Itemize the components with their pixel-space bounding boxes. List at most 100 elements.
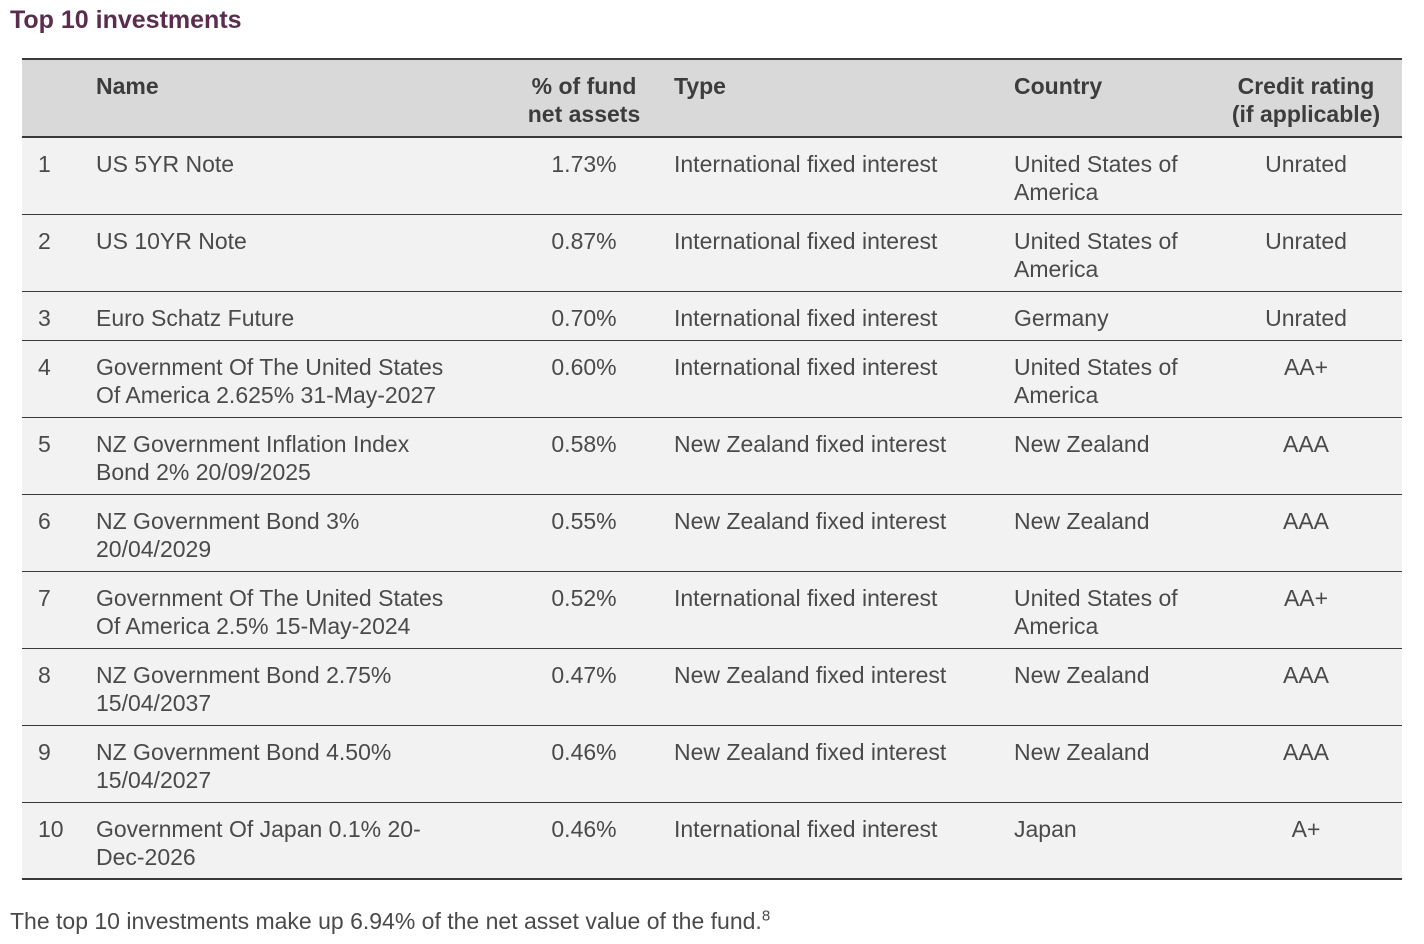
cell-country: Japan [1014, 802, 1210, 879]
cell-name-text: Of America 2.5% 15-May-2024 [96, 612, 411, 639]
cell-name-text: Euro Schatz Future [96, 304, 295, 331]
cell-type: New Zealand fixed interest [674, 494, 1014, 572]
cell-rank: 8 [22, 648, 96, 726]
cell-country-text: America [1014, 612, 1099, 639]
cell-rank-text: 7 [38, 584, 51, 611]
cell-type-text: New Zealand fixed interest [674, 430, 947, 457]
cell-rank-text: 6 [38, 507, 51, 534]
cell-rank-text: 9 [38, 738, 51, 765]
cell-name-text: 15/04/2037 [96, 689, 212, 716]
cell-country: United States of America [1014, 214, 1210, 292]
table-row: 3 Euro Schatz Future 0.70% International fi… [22, 291, 1402, 341]
header-rating-line2: (if applicable) [1231, 101, 1381, 127]
cell-type-text: New Zealand fixed interest [674, 738, 947, 765]
cell-percent-text: 0.58% [551, 430, 617, 457]
cell-type-text: International fixed interest [674, 151, 938, 177]
table-header: Name % of fund net assets Type Country C… [22, 59, 1402, 138]
cell-rating: AA+ [1210, 571, 1402, 649]
cell-type: New Zealand fixed interest [674, 648, 1014, 726]
cell-name-text: Government Of The United States [96, 584, 444, 611]
cell-rating: Unrated [1210, 214, 1402, 292]
cell-type: International fixed interest [674, 802, 1014, 879]
cell-rank-text: 1 [38, 151, 51, 177]
cell-rank: 4 [22, 340, 96, 418]
cell-type-text: International fixed interest [674, 815, 938, 842]
cell-percent-text: 0.60% [551, 353, 617, 380]
cell-country-text: United States of [1014, 151, 1178, 177]
header-rank [22, 59, 96, 138]
cell-percent-text: 1.73% [551, 151, 617, 177]
table-row: 7 Government Of The United States Of Ameri… [22, 571, 1402, 649]
cell-name-text: Government Of The United States [96, 353, 444, 380]
cell-rating-text: Unrated [1265, 227, 1347, 254]
cell-rating: AAA [1210, 417, 1402, 495]
cell-type-text: International fixed interest [674, 227, 938, 254]
cell-rank-text: 3 [38, 304, 51, 331]
cell-name: Euro Schatz Future [96, 291, 494, 341]
cell-type: International fixed interest [674, 340, 1014, 418]
cell-name-text: US 10YR Note [96, 227, 247, 254]
cell-name-text: NZ Government Inflation Index [96, 430, 410, 457]
cell-country-text: New Zealand [1014, 661, 1150, 688]
cell-type: International fixed interest [674, 291, 1014, 341]
footnote: The top 10 investments make up 6.94% of … [10, 908, 770, 935]
cell-country: New Zealand [1014, 725, 1210, 803]
cell-name: Government Of Japan 0.1% 20- Dec-2026 [96, 802, 494, 879]
cell-country-text: New Zealand [1014, 430, 1150, 457]
cell-percent-text: 0.46% [551, 738, 617, 765]
footnote-reference: 8 [761, 907, 771, 925]
cell-rating: Unrated [1210, 137, 1402, 215]
cell-percent: 0.58% [494, 417, 674, 495]
cell-type: International fixed interest [674, 571, 1014, 649]
header-percent-net-assets: % of fund net assets [494, 59, 674, 138]
cell-percent: 0.46% [494, 725, 674, 803]
cell-type-text: New Zealand fixed interest [674, 661, 947, 688]
cell-name-text: 20/04/2029 [96, 535, 212, 562]
header-name: Name [96, 59, 494, 138]
cell-country: United States of America [1014, 137, 1210, 215]
cell-percent-text: 0.46% [551, 815, 617, 842]
cell-country-text: New Zealand [1014, 507, 1150, 534]
cell-rank: 1 [22, 137, 96, 215]
cell-percent: 0.70% [494, 291, 674, 341]
cell-rating-text: AAA [1282, 507, 1330, 534]
header-type: Type [674, 59, 1014, 138]
cell-name-text: NZ Government Bond 4.50% [96, 738, 392, 765]
cell-country-text: America [1014, 381, 1099, 408]
cell-rating-text: A+ [1291, 815, 1321, 842]
cell-rating-text: AAA [1282, 661, 1330, 688]
cell-country-text: America [1014, 255, 1099, 282]
cell-rank: 2 [22, 214, 96, 292]
cell-name: NZ Government Bond 2.75% 15/04/2037 [96, 648, 494, 726]
table-body: 1 US 5YR Note 1.73% International fixed int… [22, 137, 1402, 879]
cell-percent-text: 0.70% [551, 304, 617, 331]
table-row: 10 Government Of Japan 0.1% 20- Dec-2026 0.… [22, 802, 1402, 879]
cell-rating: Unrated [1210, 291, 1402, 341]
cell-percent: 1.73% [494, 137, 674, 215]
cell-name-text: NZ Government Bond 3% [96, 507, 360, 534]
cell-name: US 5YR Note [96, 137, 494, 215]
cell-rank-text: 10 [38, 815, 64, 842]
header-rating-line1: Credit rating [1237, 73, 1375, 99]
cell-country: United States of America [1014, 571, 1210, 649]
cell-name-text: Of America 2.625% 31-May-2027 [96, 381, 437, 408]
cell-country-text: Germany [1014, 304, 1109, 331]
cell-name: NZ Government Inflation Index Bond 2% 20/… [96, 417, 494, 495]
cell-country: New Zealand [1014, 494, 1210, 572]
cell-country-text: New Zealand [1014, 738, 1150, 765]
cell-name: Government Of The United States Of Americ… [96, 571, 494, 649]
table-row: 6 NZ Government Bond 3% 20/04/2029 0.55% New… [22, 494, 1402, 572]
cell-rank: 6 [22, 494, 96, 572]
cell-percent-text: 0.52% [551, 584, 617, 611]
cell-name-text: Dec-2026 [96, 843, 196, 870]
cell-rating-text: AAA [1282, 738, 1330, 765]
cell-name-text: 15/04/2027 [96, 766, 212, 793]
cell-percent: 0.46% [494, 802, 674, 879]
cell-rating-text: Unrated [1265, 304, 1347, 331]
cell-rank: 10 [22, 802, 96, 879]
cell-country-text: Japan [1014, 815, 1077, 842]
table-row: 5 NZ Government Inflation Index Bond 2% 20… [22, 417, 1402, 495]
cell-country: New Zealand [1014, 648, 1210, 726]
cell-name: Government Of The United States Of Americ… [96, 340, 494, 418]
cell-rank: 9 [22, 725, 96, 803]
